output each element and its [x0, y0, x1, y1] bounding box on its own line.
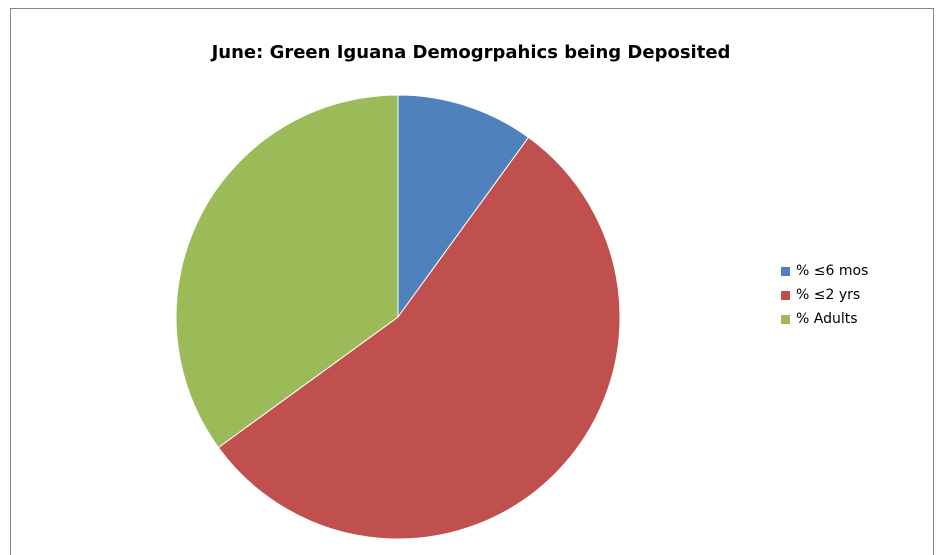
legend-item: % ≤6 mos: [781, 260, 868, 282]
legend-label: % Adults: [796, 311, 858, 327]
legend-swatch: [781, 290, 790, 300]
legend-label: % ≤6 mos: [796, 263, 869, 279]
pie-slice: [397, 94, 530, 319]
legend-swatch: [781, 266, 790, 276]
pie-slice: [217, 136, 621, 540]
legend-swatch: [781, 314, 790, 324]
chart-title: June: Green Iguana Demogrpahics being De…: [211, 42, 731, 63]
legend-item: % Adults: [781, 308, 868, 330]
legend-label: % ≤2 yrs: [796, 287, 861, 303]
legend: % ≤6 mos % ≤2 yrs % Adults: [781, 260, 868, 332]
pie-slice: [175, 94, 399, 449]
legend-item: % ≤2 yrs: [781, 284, 868, 306]
